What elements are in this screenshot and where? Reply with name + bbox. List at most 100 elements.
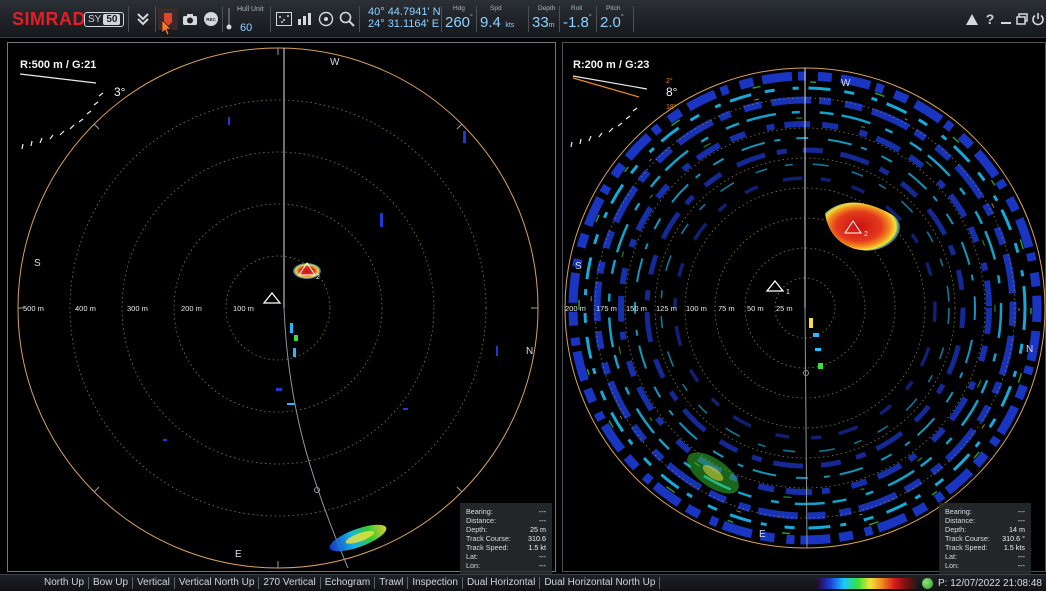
info-row: Bearing: ---	[945, 507, 1025, 516]
info-row: Track Course: 310.6 °	[945, 534, 1025, 543]
zoom-icon[interactable]	[337, 8, 357, 30]
right-sonar-view[interactable]: 2 1 W S N E 200 m 175 m 150 m 125 m 100 …	[562, 42, 1046, 574]
info-row: Lat: ---	[945, 552, 1025, 561]
info-value: ---	[1017, 507, 1025, 516]
speed-value: 9.4	[480, 14, 501, 31]
target-marker-icon[interactable]	[844, 220, 862, 234]
target-info-box: Bearing: --- Distance: --- Depth: 25 m Trac…	[460, 503, 552, 574]
mode-tab-vertical-north-up[interactable]: Vertical North Up	[175, 577, 260, 589]
model-number: 50	[103, 14, 121, 25]
info-value: ---	[538, 507, 546, 516]
mode-tab-dual-horizontal[interactable]: Dual Horizontal	[463, 577, 541, 589]
toolbar-separator	[222, 6, 223, 32]
pitch-value: 2.0	[600, 14, 621, 31]
camera-icon[interactable]	[180, 8, 200, 30]
restore-window-icon[interactable]	[1012, 8, 1032, 30]
info-label: Lat:	[466, 552, 478, 561]
record-icon[interactable]: REC	[201, 8, 221, 30]
alarm-warning-icon[interactable]	[962, 8, 982, 30]
toolbar-separator	[155, 6, 156, 32]
mode-tab-trawl[interactable]: Trawl	[375, 577, 409, 589]
hull-unit-control[interactable]: Hull Unit 60 cm	[226, 5, 266, 51]
mode-tab-270-vertical[interactable]: 270 Vertical	[259, 577, 321, 589]
top-toolbar: SIMRAD SY 50 REC Hull Unit 60 cm	[0, 0, 1046, 51]
toolbar-separator	[441, 6, 442, 32]
info-value: 310.6 °	[1002, 534, 1025, 543]
info-label: Track Speed:	[466, 543, 509, 552]
range-label: 200 m	[181, 304, 202, 313]
toolbar-separator	[128, 6, 129, 32]
mode-tab-inspection[interactable]: Inspection	[408, 577, 463, 589]
info-label: Lon:	[945, 561, 959, 570]
range-label: 500 m	[23, 304, 44, 313]
echo-display-icon[interactable]	[274, 8, 294, 30]
power-icon[interactable]	[1028, 8, 1046, 30]
info-label: Depth:	[945, 525, 967, 534]
minimize-icon[interactable]	[996, 8, 1016, 30]
info-row: Distance: ---	[945, 516, 1025, 525]
tilt-scale	[19, 73, 104, 150]
track-marker	[314, 487, 320, 493]
vessel-number: 1	[786, 289, 790, 296]
svg-text:REC: REC	[206, 17, 216, 22]
vessel-icon[interactable]	[765, 279, 785, 292]
hull-unit-depth-icon	[226, 8, 232, 30]
info-label: Track Course:	[945, 534, 990, 543]
roll-value: -1.8	[563, 14, 589, 31]
range-labels: 200 m 175 m 150 m 125 m 100 m 75 m 50 m …	[565, 304, 793, 313]
info-row: Lon: ---	[945, 561, 1025, 570]
info-label: Distance:	[466, 516, 496, 525]
info-row: Depth: 14 m	[945, 525, 1025, 534]
mode-tab-north-up[interactable]: North Up	[40, 577, 90, 589]
range-label: 400 m	[75, 304, 96, 313]
pitch-readout: Pitch 2.0°	[600, 4, 630, 34]
range-label: 50 m	[747, 304, 764, 313]
target-marker-icon[interactable]	[298, 262, 316, 276]
left-sonar-view[interactable]: 2 W S N E 500 m 400 m 300 m 200 m 100 m …	[7, 42, 557, 574]
echo-returns	[163, 117, 498, 441]
help-icon[interactable]: ?	[985, 11, 995, 27]
depth-readout: Depth 33m	[532, 4, 558, 34]
echo-returns	[809, 318, 823, 369]
track-marker	[803, 370, 809, 376]
info-row: Track Speed: 1.5 kt	[466, 543, 546, 552]
vessel-icon[interactable]	[262, 291, 282, 304]
toolbar-separator	[528, 6, 529, 32]
latitude: 40° 44.7941' N	[368, 6, 441, 18]
range-label: 200 m	[565, 304, 586, 313]
info-row: Lat: ---	[466, 552, 546, 561]
range-gain-label[interactable]: R:500 m / G:21	[20, 59, 97, 71]
mode-tab-bow-up[interactable]: Bow Up	[89, 577, 134, 589]
heading-value: 260	[445, 14, 471, 31]
target-info-box: Bearing: --- Distance: --- Depth: 14 m Trac…	[939, 503, 1031, 574]
info-label: Depth:	[466, 525, 488, 534]
mode-tab-echogram[interactable]: Echogram	[321, 577, 376, 589]
info-label: Bearing:	[945, 507, 972, 516]
depth-value: 33	[532, 14, 549, 31]
range-label: 75 m	[718, 304, 735, 313]
left-sonar-display[interactable]: 2 W S N E 500 m 400 m 300 m 200 m 100 m	[8, 43, 557, 573]
mode-tab-vertical[interactable]: Vertical	[133, 577, 175, 589]
mode-tab-dual-horizontal-north-up[interactable]: Dual Horizontal North Up	[540, 577, 661, 589]
info-label: Distance:	[945, 516, 975, 525]
range-gain-label[interactable]: R:200 m / G:23	[573, 59, 650, 71]
info-value: ---	[538, 552, 546, 561]
range-label: 175 m	[596, 304, 617, 313]
info-row: Bearing: ---	[466, 507, 546, 516]
speed-unit: kts	[505, 22, 515, 29]
right-sonar-display[interactable]: 2 1 W S N E 200 m 175 m 150 m 125 m 100 …	[563, 43, 1046, 573]
tilt-angle[interactable]: 3°	[114, 85, 126, 99]
info-value: ---	[1017, 516, 1025, 525]
info-row: Track Speed: 1.5 kts	[945, 543, 1025, 552]
bar-chart-icon[interactable]	[295, 8, 315, 30]
tilt-angle[interactable]: 8°	[666, 85, 678, 99]
target-icon[interactable]	[316, 8, 336, 30]
info-label: Lat:	[945, 552, 957, 561]
info-value: 310.6	[528, 534, 546, 543]
longitude: 24° 31.1164' E	[368, 18, 440, 30]
info-value: 1.5 kts	[1003, 543, 1025, 552]
menu-chevron-icon[interactable]	[133, 8, 153, 30]
info-row: Depth: 25 m	[466, 525, 546, 534]
fish-school-target[interactable]	[825, 202, 901, 251]
tilt-scale-max: 18°	[666, 103, 677, 111]
